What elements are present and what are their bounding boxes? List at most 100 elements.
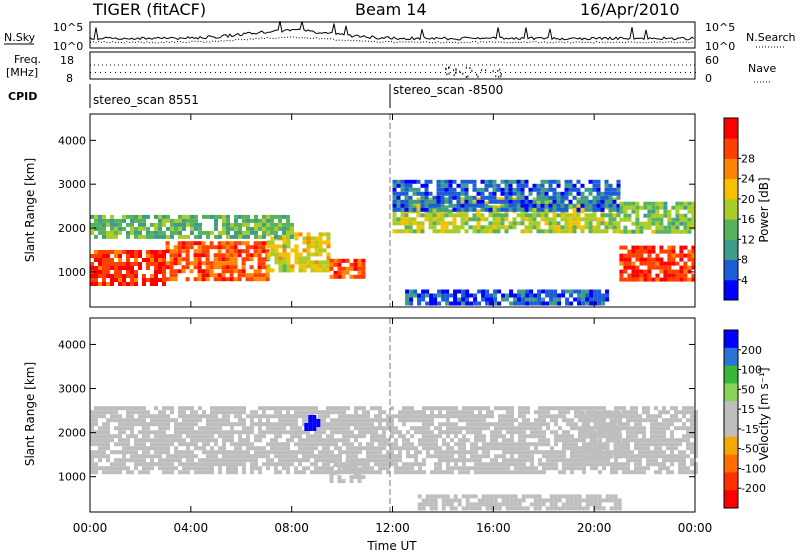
velocity-cell (461, 506, 466, 511)
velocity-cell (178, 450, 182, 455)
power-cell (257, 277, 262, 282)
power-cell (512, 187, 517, 192)
power-cell (421, 289, 426, 294)
power-cell (580, 199, 585, 204)
velocity-cell (589, 410, 594, 415)
velocity-cell (337, 479, 342, 484)
velocity-cell (126, 414, 130, 419)
velocity-cell (558, 406, 562, 411)
velocity-cell (662, 442, 666, 447)
velocity-cell (146, 450, 150, 455)
velocity-cell (230, 406, 234, 411)
power-cell (134, 282, 138, 286)
velocity-cell (390, 462, 394, 467)
power-cell (122, 214, 126, 219)
velocity-cell (546, 410, 550, 415)
power-cell (146, 258, 150, 262)
power-cell (158, 250, 162, 254)
power-cell (619, 253, 624, 258)
power-cell (106, 230, 110, 235)
power-cell (516, 221, 521, 226)
power-cell (409, 297, 414, 302)
velocity-cell (166, 414, 170, 419)
power-cell (460, 207, 465, 212)
power-cell (568, 225, 573, 230)
power-cell (488, 229, 493, 234)
velocity-cell (518, 466, 522, 471)
velocity-cell (558, 410, 562, 415)
velocity-cell (510, 418, 514, 423)
nave-dot (535, 72, 536, 73)
power-cell (246, 218, 250, 223)
power-cell (229, 261, 234, 266)
power-cell (197, 249, 202, 254)
velocity-cell (525, 506, 530, 511)
nave-dot (210, 72, 211, 73)
velocity-cell (593, 414, 598, 419)
velocity-cell (262, 422, 266, 427)
velocity-cell (346, 430, 350, 435)
velocity-cell (378, 446, 382, 451)
velocity-cell (174, 422, 178, 427)
velocity-cell (302, 406, 306, 411)
power-cell (464, 187, 469, 192)
velocity-colorbar-segment (724, 454, 738, 473)
power-cell (560, 195, 565, 200)
velocity-cell (406, 414, 410, 419)
velocity-cell (126, 438, 130, 443)
power-cell (154, 226, 158, 231)
velocity-cell (570, 442, 574, 447)
velocity-cell (298, 458, 302, 463)
power-cell (138, 226, 142, 231)
velocity-cell (582, 418, 586, 423)
velocity-cell (158, 410, 162, 415)
velocity-cell (282, 462, 286, 467)
power-cell (436, 199, 441, 204)
power-cell (257, 245, 262, 250)
velocity-cell (398, 410, 402, 415)
velocity-colorbar-segment (724, 347, 738, 367)
velocity-cell (174, 446, 178, 451)
velocity-cell (442, 470, 446, 475)
velocity-cell (654, 430, 658, 435)
velocity-cell (565, 498, 570, 503)
power-cell (158, 218, 162, 223)
velocity-cell (634, 430, 638, 435)
velocity-cell (554, 430, 558, 435)
velocity-cell (90, 470, 94, 475)
velocity-cell (337, 475, 342, 480)
velocity-cell (613, 446, 618, 451)
velocity-cell (234, 430, 238, 435)
velocity-cell (581, 498, 586, 503)
power-cell (659, 269, 664, 274)
velocity-cell (274, 442, 278, 447)
velocity-cell (382, 466, 386, 471)
velocity-cell (602, 462, 606, 467)
power-cell (329, 266, 334, 271)
velocity-cell (250, 466, 254, 471)
velocity-cell (690, 410, 694, 415)
velocity-cell (329, 467, 334, 472)
power-cell (556, 191, 561, 196)
power-cell (619, 245, 624, 250)
velocity-cell (570, 462, 574, 467)
velocity-cell (154, 422, 158, 427)
power-cell (404, 229, 409, 234)
power-cell (623, 225, 628, 230)
velocity-cell (334, 426, 338, 431)
power-cell (198, 230, 202, 235)
velocity-cell (426, 442, 430, 447)
velocity-cell (497, 502, 502, 507)
power-cell (266, 264, 271, 269)
velocity-cell (422, 406, 426, 411)
velocity-cell (478, 446, 482, 451)
velocity-cell (334, 438, 338, 443)
power-cell (209, 269, 214, 274)
velocity-cell (194, 410, 198, 415)
nave-dot (450, 72, 451, 73)
velocity-cell (474, 414, 478, 419)
velocity-cell (398, 446, 402, 451)
nave-dot (498, 75, 500, 78)
power-cell (453, 289, 458, 294)
power-cell (181, 245, 186, 250)
